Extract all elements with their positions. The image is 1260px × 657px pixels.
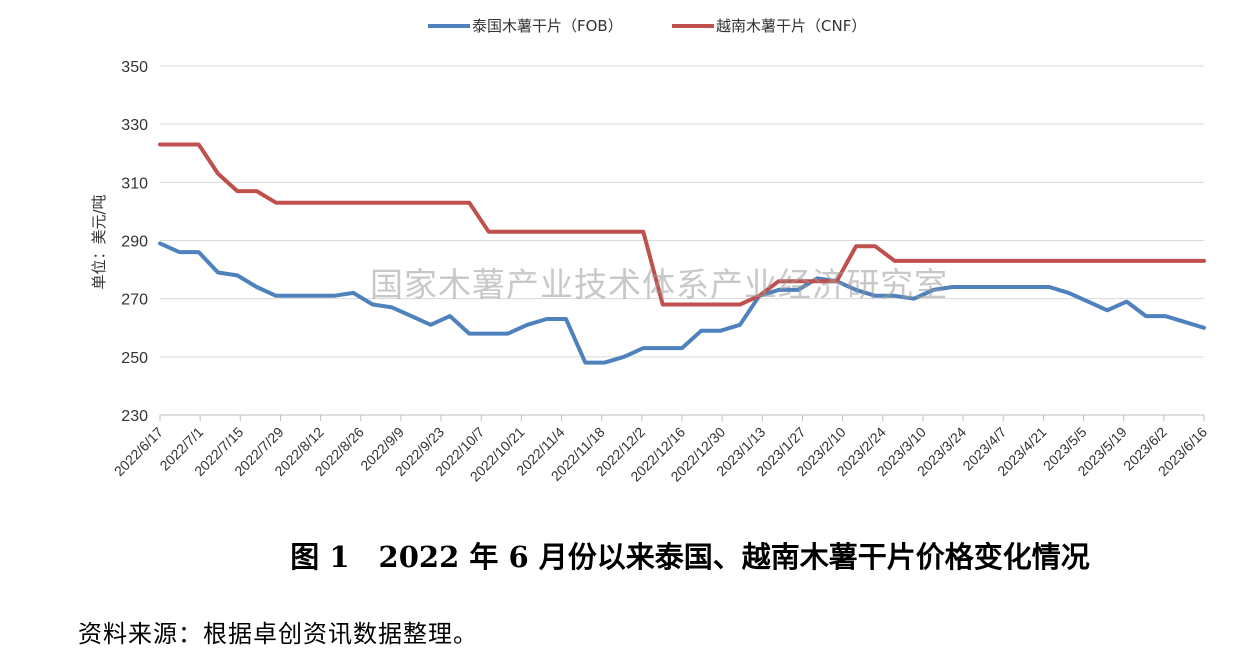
y-tick-label: 310 xyxy=(121,175,148,192)
grid-lines xyxy=(160,65,1204,416)
series-lines xyxy=(158,142,1206,365)
y-axis-label: 单位：美元/吨 xyxy=(90,194,108,289)
series-line-vietnam xyxy=(158,142,1206,307)
y-tick-label: 330 xyxy=(121,117,148,134)
legend: 泰国木薯干片（FOB） 越南木薯干片（CNF） xyxy=(428,17,866,35)
watermark: 国家木薯产业技术体系产业经济研究室 xyxy=(370,265,948,304)
y-tick-label: 270 xyxy=(121,292,148,309)
y-tick-label: 230 xyxy=(121,408,148,425)
legend-label-vietnam: 越南木薯干片（CNF） xyxy=(716,17,866,35)
y-tick-label: 290 xyxy=(121,234,148,251)
source-note: 资料来源：根据卓创资讯数据整理。 xyxy=(78,620,478,648)
series-line-thailand xyxy=(158,241,1206,365)
y-tick-label: 350 xyxy=(121,59,148,76)
y-axis-ticks: 230 250 270 290 310 330 350 xyxy=(121,59,148,425)
x-tick-label: 2022/6/17 xyxy=(111,424,167,480)
y-tick-label: 250 xyxy=(121,350,148,367)
x-axis-ticks: 2022/6/172022/7/12022/7/152022/7/292022/… xyxy=(111,415,1210,485)
legend-label-thailand: 泰国木薯干片（FOB） xyxy=(472,17,623,35)
figure-caption-text: 图 1 2022 年 6 月份以来泰国、越南木薯干片价格变化情况 xyxy=(290,540,1090,574)
figure-caption: 图 1 2022 年 6 月份以来泰国、越南木薯干片价格变化情况 xyxy=(0,534,1260,576)
price-line-chart: 230 250 270 290 310 330 350 2022/6/172022/7/12… xyxy=(90,17,1210,485)
